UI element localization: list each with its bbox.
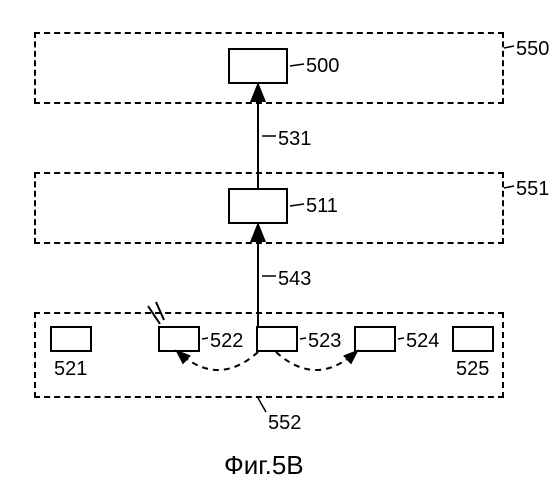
block-522 xyxy=(158,326,200,352)
block-521 xyxy=(50,326,92,352)
label-522: 522 xyxy=(210,330,243,353)
figure-caption: Фиг.5B xyxy=(224,450,304,481)
block-511 xyxy=(228,188,288,224)
label-511: 511 xyxy=(306,195,338,218)
label-521: 521 xyxy=(54,358,87,381)
label-524: 524 xyxy=(406,330,439,353)
label-551: 551 xyxy=(516,178,549,201)
block-524 xyxy=(354,326,396,352)
block-500 xyxy=(228,48,288,84)
block-525 xyxy=(452,326,494,352)
container-552 xyxy=(34,312,504,398)
label-550: 550 xyxy=(516,38,549,61)
label-500: 500 xyxy=(306,55,339,78)
label-525: 525 xyxy=(456,358,489,381)
label-552: 552 xyxy=(268,412,301,435)
block-523 xyxy=(256,326,298,352)
label-531: 531 xyxy=(278,128,311,151)
label-523: 523 xyxy=(308,330,341,353)
label-543: 543 xyxy=(278,268,311,291)
